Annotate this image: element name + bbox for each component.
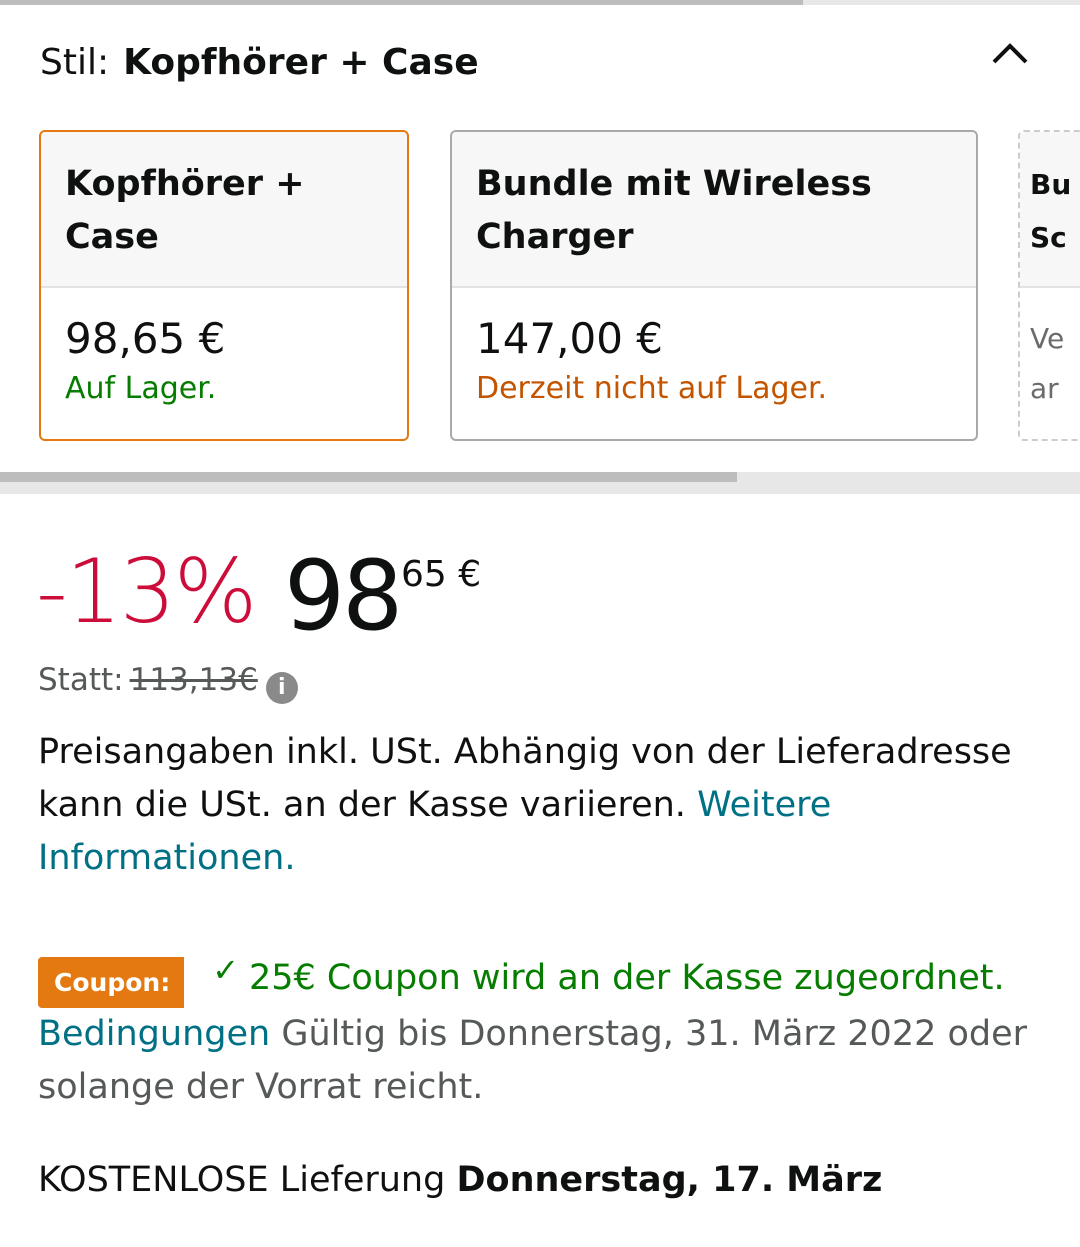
- coupon-badge: Coupon:: [38, 957, 199, 1008]
- top-scroll-indicator: [0, 0, 1080, 5]
- chevron-up-icon[interactable]: [990, 38, 1030, 68]
- coupon-section: Coupon: ✓ 25€ Coupon wird an der Kasse zug…: [38, 944, 1058, 1114]
- check-icon: ✓: [212, 951, 239, 989]
- list-price: Statt: 113,13€ i: [38, 662, 298, 704]
- option-stock: Derzeit nicht auf Lager.: [476, 371, 828, 406]
- coupon-text: 25€ Coupon wird an der Kasse zugeordnet.: [249, 958, 1005, 998]
- coupon-terms-link[interactable]: Bedingungen: [38, 1014, 271, 1054]
- option-title: Kopfhörer + Case: [41, 132, 407, 288]
- delivery-info: KOSTENLOSE Lieferung Donnerstag, 17. Mär…: [38, 1160, 883, 1200]
- option-body: Ve ar: [1030, 322, 1065, 405]
- style-label: Stil: Kopfhörer + Case: [40, 42, 479, 83]
- option-stock: Auf Lager.: [65, 371, 217, 406]
- style-option-bundle-wireless-charger[interactable]: Bundle mit Wireless Charger 147,00 € Derz…: [450, 130, 978, 441]
- option-price: 147,00 €: [476, 314, 664, 363]
- option-title: Bu Sc: [1020, 132, 1080, 288]
- tax-note: Preisangaben inkl. USt. Abhängig von der…: [38, 732, 1012, 878]
- delivery-date: Donnerstag, 17. März: [456, 1160, 883, 1200]
- option-price: 98,65 €: [65, 314, 226, 363]
- coupon-validity: Gültig bis Donnerstag, 31. März 2022 ode…: [38, 1014, 1028, 1107]
- was-price: 113,13€: [129, 662, 258, 698]
- option-title: Bundle mit Wireless Charger: [452, 132, 976, 288]
- style-option-partial[interactable]: Bu Sc Ve ar: [1018, 130, 1080, 441]
- selected-style: Kopfhörer + Case: [123, 42, 479, 83]
- style-option-kopfhoerer-case[interactable]: Kopfhörer + Case 98,65 € Auf Lager.: [39, 130, 409, 441]
- info-icon[interactable]: i: [265, 672, 298, 704]
- price-whole: 98: [284, 540, 403, 652]
- price-fraction: 65 €: [401, 554, 482, 595]
- options-scrollbar[interactable]: [0, 472, 1080, 494]
- more-info-link[interactable]: Weitere Informationen.: [38, 785, 832, 878]
- discount-percent: -13%: [36, 540, 257, 643]
